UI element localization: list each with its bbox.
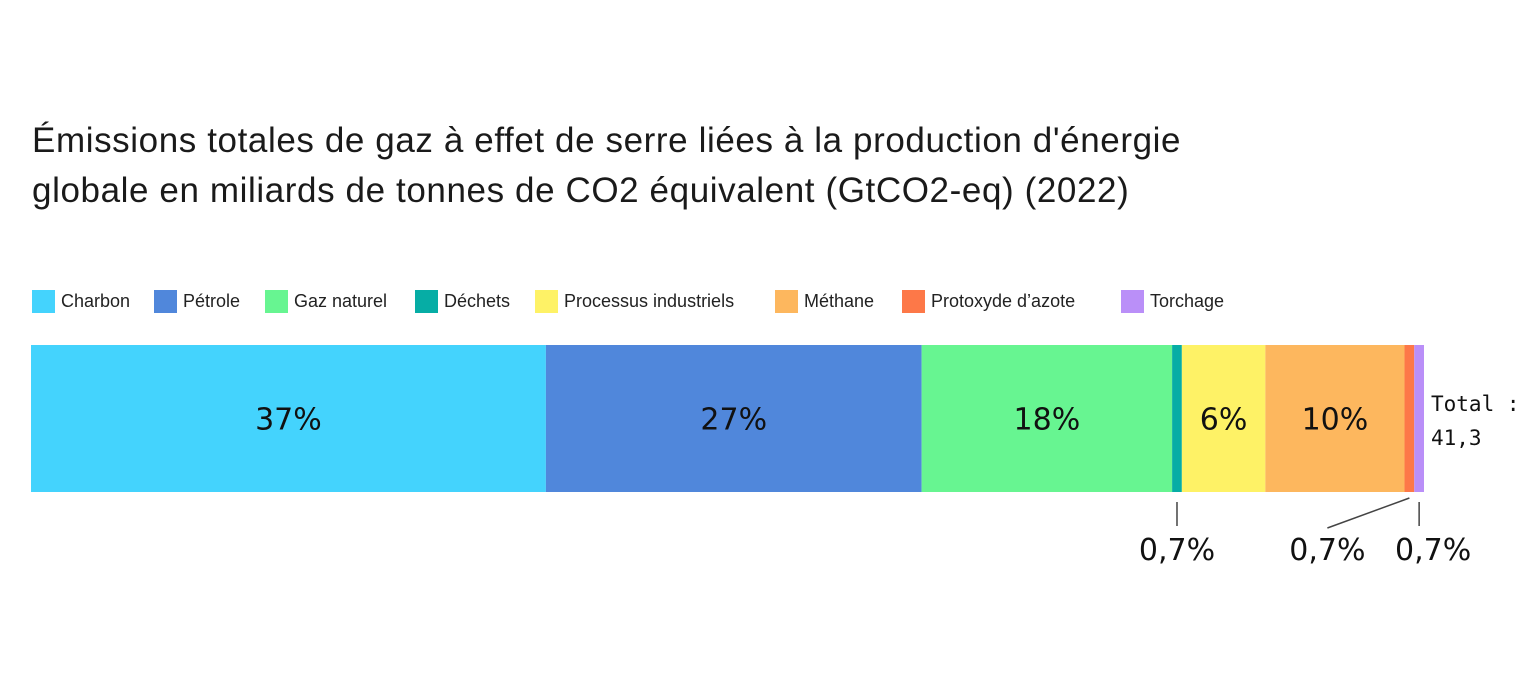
bar-segment-dechets: [1172, 345, 1182, 492]
legend-item-petrole: Pétrole: [154, 288, 240, 314]
legend-item-charbon: Charbon: [32, 288, 130, 314]
data-label-methane: 10%: [1302, 403, 1369, 438]
total-value: 41,3: [1431, 426, 1482, 450]
legend-swatch: [1121, 289, 1144, 313]
legend-item-gaz-naturel: Gaz naturel: [265, 288, 387, 314]
chart-title: Émissions totales de gaz à effet de serr…: [32, 116, 1472, 216]
data-label-torchage: 0,7%: [1395, 533, 1471, 568]
bar-segment-torchage: [1414, 345, 1424, 492]
legend-swatch: [775, 289, 798, 313]
legend-label: Torchage: [1150, 290, 1225, 311]
legend-label: Pétrole: [183, 290, 241, 311]
legend-item-processus-industriels: Processus industriels: [535, 288, 734, 314]
legend-label: Charbon: [61, 290, 131, 311]
legend-label: Processus industriels: [564, 290, 735, 311]
legend-label: Méthane: [804, 290, 875, 311]
legend-swatch: [265, 289, 288, 313]
bar-segment-petrole: [545, 345, 922, 492]
data-label-charbon: 37%: [255, 403, 322, 438]
leader-line-protoxyde-d-azote: [1327, 497, 1410, 529]
data-label-dechets: 0,7%: [1139, 533, 1215, 568]
total-label: Total :: [1431, 392, 1520, 416]
legend-label: Déchets: [444, 290, 511, 311]
legend-swatch: [415, 289, 438, 313]
data-label-gaz-naturel: 18%: [1014, 403, 1081, 438]
bar-segment-gaz-naturel: [921, 345, 1173, 492]
legend-swatch: [32, 289, 55, 313]
legend-swatch: [902, 289, 925, 313]
chart-title-line-2: globale en miliards de tonnes de CO2 équ…: [32, 171, 1130, 210]
bar-segment-charbon: [31, 345, 546, 492]
legend-label: Gaz naturel: [294, 290, 388, 311]
data-label-processus-industriels: 6%: [1200, 403, 1248, 438]
bar-segment-protoxyde-d-azote: [1404, 345, 1415, 492]
bar-segment-processus-industriels: [1181, 345, 1266, 492]
chart-title-line-1: Émissions totales de gaz à effet de serr…: [32, 121, 1182, 160]
legend-label: Protoxyde d’azote: [931, 290, 1076, 311]
data-label-petrole: 27%: [700, 403, 767, 438]
legend-swatch: [535, 289, 558, 313]
legend-item-torchage: Torchage: [1121, 288, 1224, 314]
data-label-protoxyde-d-azote: 0,7%: [1289, 533, 1365, 568]
bar-segment-methane: [1265, 345, 1405, 492]
legend-item-methane: Méthane: [775, 288, 874, 314]
legend-item-dechets: Déchets: [415, 288, 510, 314]
legend-item-protoxyde-d-azote: Protoxyde d’azote: [902, 288, 1075, 314]
legend-swatch: [154, 289, 177, 313]
